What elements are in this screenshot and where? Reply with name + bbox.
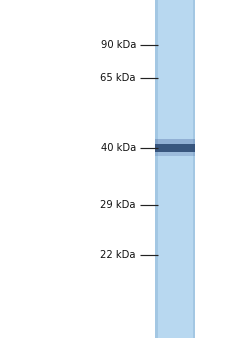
Bar	[155, 139, 195, 144]
Text: 29 kDa: 29 kDa	[101, 200, 136, 210]
Text: 65 kDa: 65 kDa	[101, 73, 136, 83]
Bar	[155, 144, 195, 152]
Bar	[155, 0, 195, 338]
Bar	[155, 0, 157, 338]
Text: 40 kDa: 40 kDa	[101, 143, 136, 153]
Text: 22 kDa: 22 kDa	[101, 250, 136, 260]
Bar	[155, 152, 195, 156]
Text: 90 kDa: 90 kDa	[101, 40, 136, 50]
Bar	[193, 0, 195, 338]
